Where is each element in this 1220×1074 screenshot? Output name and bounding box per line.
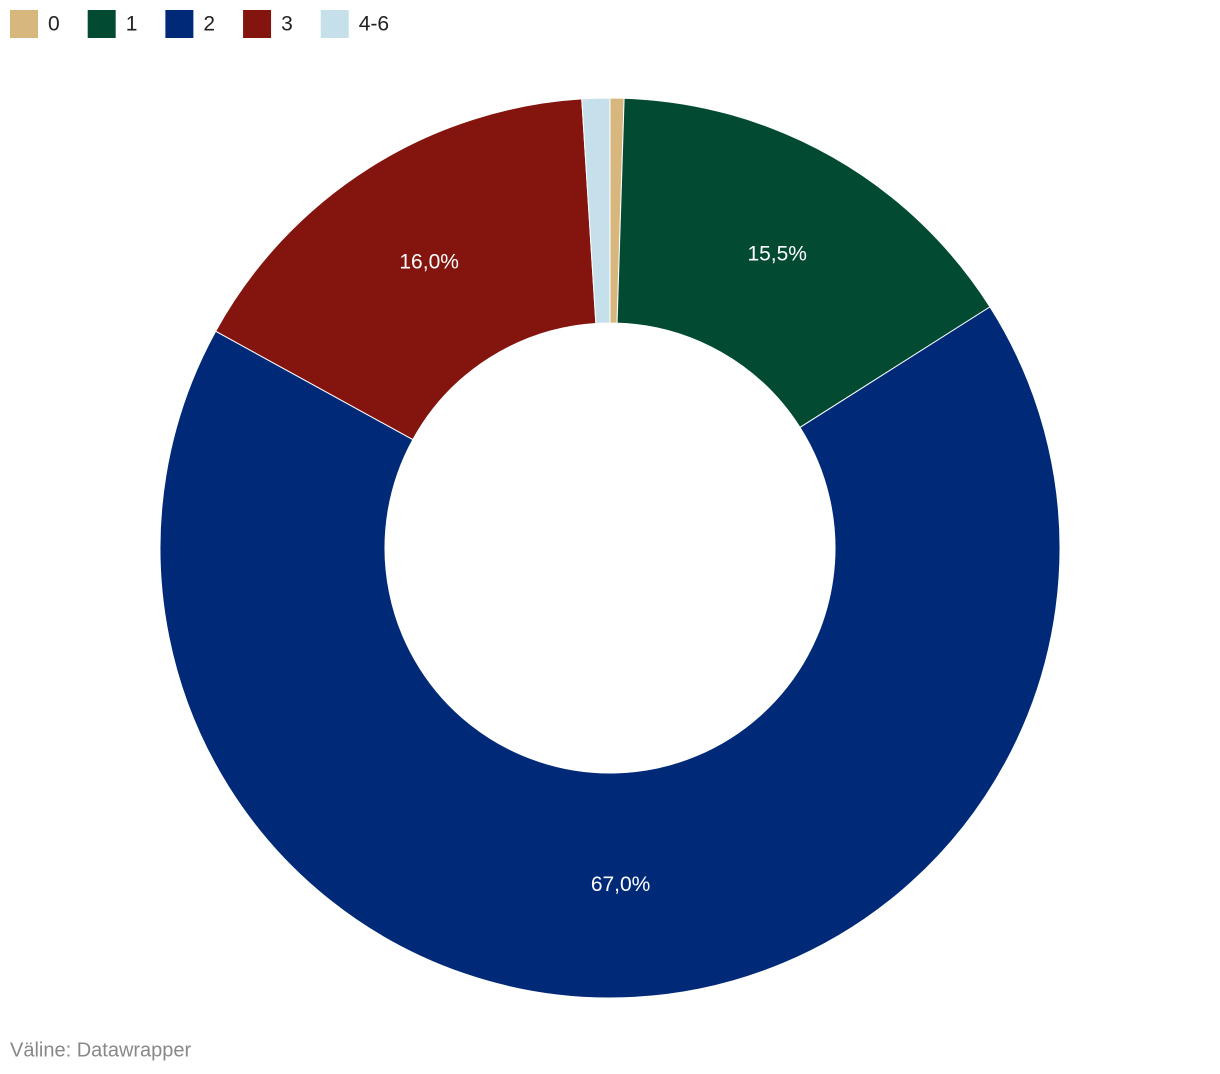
legend-label: 0: [48, 13, 60, 36]
value-label: 15,5%: [747, 242, 807, 265]
donut-slice: [214, 98, 597, 441]
legend-swatch: [320, 10, 349, 38]
legend-swatch: [243, 10, 272, 38]
legend-label: 2: [203, 13, 215, 36]
legend-swatch: [87, 10, 116, 38]
value-label: 16,0%: [399, 251, 459, 274]
legend-label: 1: [126, 13, 138, 36]
value-label: 67,0%: [591, 873, 651, 896]
donut-slice: [581, 97, 611, 324]
donut-slice: [616, 97, 991, 429]
legend-label: 3: [281, 13, 293, 36]
legend-swatch: [165, 10, 194, 38]
legend-label: 4-6: [359, 13, 389, 36]
donut-slice: [159, 306, 1061, 999]
legend-swatch: [10, 10, 38, 38]
source: Väline: Datawrapper: [10, 1039, 192, 1061]
